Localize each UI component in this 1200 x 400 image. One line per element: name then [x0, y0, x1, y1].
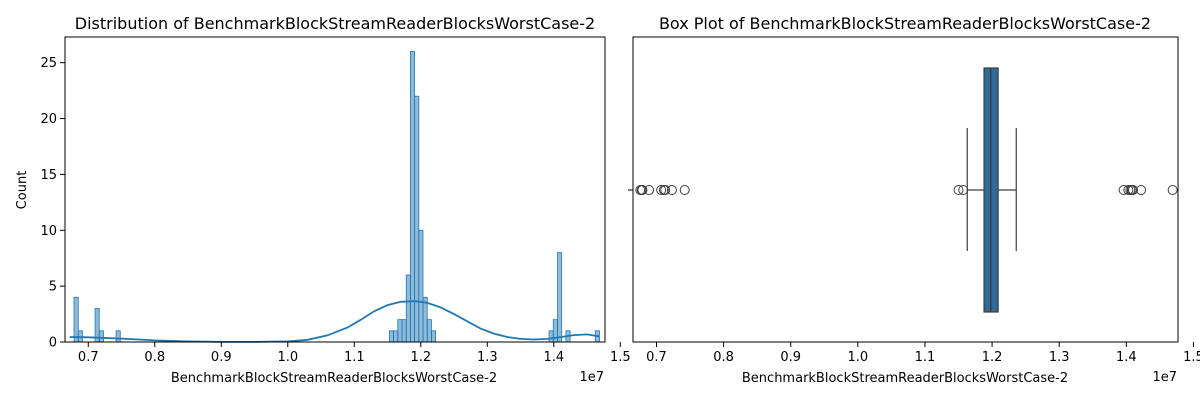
histogram-y-ticks: 0 5 10 15 20 25	[40, 56, 65, 351]
histogram-bar-10	[410, 51, 416, 343]
histogram-x-tick-label-3: 1.0	[277, 350, 298, 365]
histogram-bar-12	[418, 229, 424, 343]
boxplot-x-offset: 1e7	[1152, 370, 1177, 385]
boxplot-x-tick-label-5: 1.2	[982, 350, 1003, 365]
outlier-point-6	[660, 185, 671, 195]
outlier-point-3	[644, 185, 655, 195]
boxplot-x-tick-label-4: 1.1	[915, 350, 936, 365]
histogram-x-tick-label-1: 0.8	[144, 350, 165, 365]
histogram-x-tick-label-0: 0.7	[78, 350, 99, 365]
histogram-bar-0	[73, 296, 79, 343]
histogram-x-tick-label-7: 1.4	[543, 350, 564, 365]
histogram-y-tick-label-0: 0	[49, 336, 57, 351]
histogram-panel: Distribution of BenchmarkBlockStreamRead…	[15, 14, 631, 386]
histogram-bar-16	[548, 330, 554, 343]
histogram-bar-11	[414, 95, 420, 343]
histogram-y-tick-label-3: 15	[40, 168, 57, 183]
boxplot-x-tick-label-6: 1.3	[1049, 350, 1070, 365]
histogram-bar-13	[422, 296, 428, 343]
histogram-x-tick-label-6: 1.3	[477, 350, 498, 365]
histogram-x-tick-label-5: 1.2	[410, 350, 431, 365]
histogram-bar-4	[115, 330, 121, 343]
outlier-point-15	[1128, 185, 1139, 195]
boxplot-x-tick-label-7: 1.4	[1116, 350, 1137, 365]
boxplot-elements	[635, 67, 1178, 313]
outlier-point-7	[666, 185, 677, 195]
histogram-bar-8	[401, 319, 407, 343]
outlier-point-8	[679, 185, 690, 195]
histogram-x-tick-label-8: 1.5	[610, 350, 631, 365]
histogram-bar-18	[557, 252, 563, 343]
histogram-x-tick-label-2: 0.9	[211, 350, 232, 365]
histogram-bars	[73, 51, 600, 343]
histogram-bar-15	[431, 330, 437, 343]
boxplot-x-tick-label-1: 0.8	[713, 350, 734, 365]
boxplot-x-label: BenchmarkBlockStreamReaderBlocksWorstCas…	[742, 371, 1068, 386]
histogram-bar-6	[393, 330, 399, 343]
histogram-title: Distribution of BenchmarkBlockStreamRead…	[75, 14, 595, 33]
outlier-point-2	[637, 185, 648, 195]
outlier-point-17	[1167, 185, 1178, 195]
boxplot-x-tick-label-0: 0.7	[646, 350, 667, 365]
histogram-x-tick-label-4: 1.1	[344, 350, 365, 365]
histogram-y-tick-label-4: 20	[40, 112, 57, 127]
boxplot-axes-frame	[632, 36, 1179, 343]
histogram-y-tick-label-2: 10	[40, 224, 57, 239]
kde-curve	[69, 300, 600, 343]
boxplot-x-tick-label-2: 0.9	[780, 350, 801, 365]
outlier-point-9	[953, 185, 964, 195]
outlier-point-10	[958, 185, 969, 195]
histogram-y-tick-label-5: 25	[40, 56, 57, 71]
histogram-x-label: BenchmarkBlockStreamReaderBlocksWorstCas…	[171, 371, 497, 386]
boxplot-x-ticks: 0.7 0.8 0.9 1.0 1.1 1.2 1.3 1.4 1.5	[646, 342, 1200, 365]
histogram-bar-3	[98, 330, 104, 343]
histogram-y-tick-label-1: 5	[49, 280, 57, 295]
histogram-x-offset: 1e7	[579, 370, 604, 385]
histogram-x-ticks: 0.7 0.8 0.9 1.0 1.1 1.2 1.3 1.4 1.5	[78, 342, 631, 365]
histogram-axes-frame	[64, 36, 606, 343]
outlier-point-4	[656, 185, 667, 195]
boxplot-panel: Box Plot of BenchmarkBlockStreamReaderBl…	[628, 14, 1200, 386]
histogram-bar-5	[388, 330, 395, 343]
boxplot-x-tick-label-3: 1.0	[848, 350, 869, 365]
histogram-bar-9	[405, 274, 411, 343]
histogram-bar-7	[397, 319, 403, 343]
histogram-bar-14	[426, 319, 432, 343]
boxplot-x-tick-label-8: 1.5	[1183, 350, 1200, 365]
boxplot-title: Box Plot of BenchmarkBlockStreamReaderBl…	[659, 14, 1151, 33]
outlier-point-16	[1136, 185, 1147, 195]
histogram-y-label: Count	[15, 171, 30, 210]
